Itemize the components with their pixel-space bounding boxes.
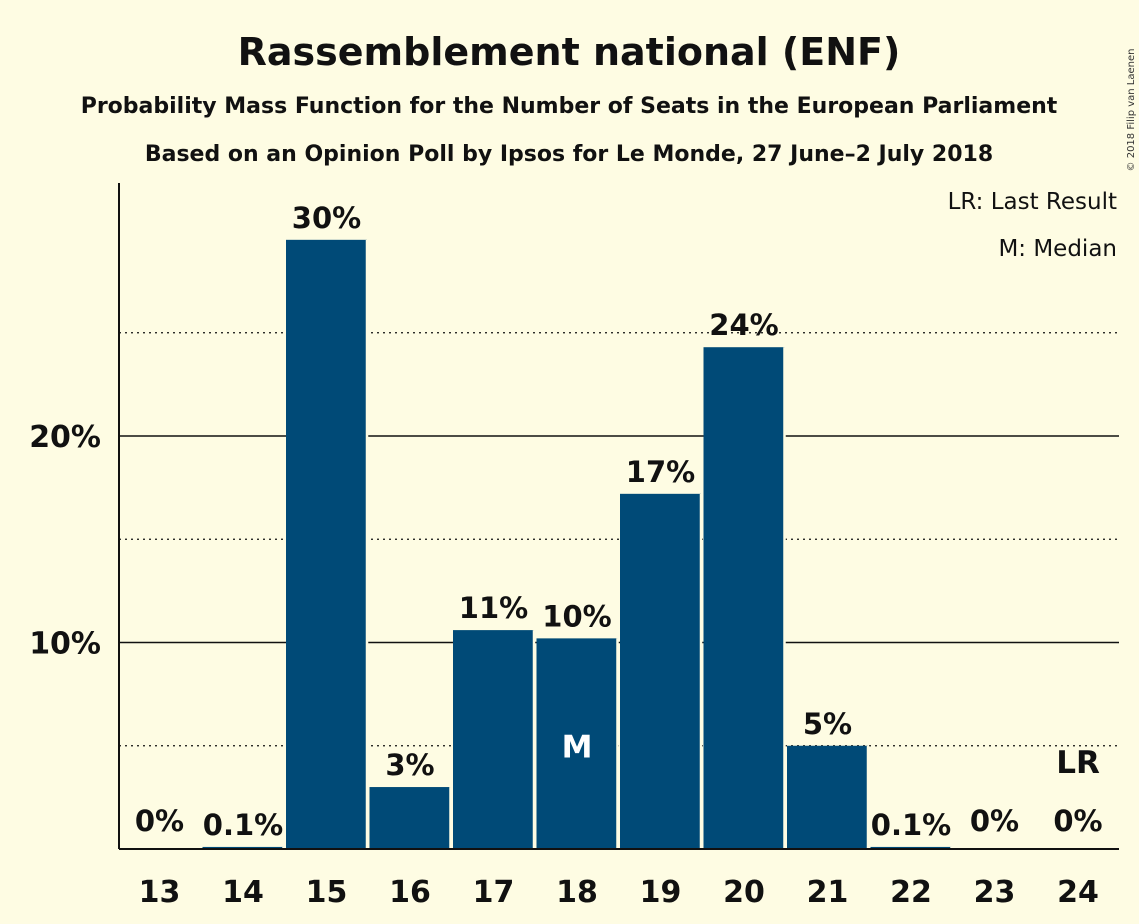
bar-21 [787, 745, 868, 849]
data-label-22: 0.1% [871, 808, 951, 842]
bar-14 [202, 846, 284, 849]
x-tick-label-18: 18 [556, 875, 598, 910]
x-tick-label-15: 15 [306, 875, 348, 910]
y-tick-label: 20% [29, 420, 101, 455]
data-label-19: 17% [626, 455, 695, 489]
x-tick-label-21: 21 [807, 875, 849, 910]
data-label-20: 24% [709, 308, 778, 342]
bars [202, 239, 953, 849]
copyright-text: © 2018 Filip van Laenen [1126, 49, 1137, 172]
x-tick-label-14: 14 [222, 875, 264, 910]
last-result-marker: LR [1056, 745, 1100, 781]
bar-17 [453, 630, 534, 849]
bar-20 [703, 347, 785, 849]
gridlines [119, 332, 1119, 747]
y-tick-labels: 10% 20% [29, 420, 101, 662]
bar-22 [870, 846, 952, 849]
chart-subtitle: Probability Mass Function for the Number… [81, 94, 1058, 119]
data-label-14: 0.1% [203, 808, 283, 842]
x-tick-labels: 13 14 15 16 17 18 19 20 21 22 23 24 [139, 875, 1099, 910]
legend-median: M: Median [998, 236, 1117, 262]
x-tick-label-23: 23 [974, 875, 1016, 910]
x-tick-label-17: 17 [473, 875, 515, 910]
x-tick-label-13: 13 [139, 875, 181, 910]
x-tick-label-22: 22 [890, 875, 932, 910]
chart-source-line: Based on an Opinion Poll by Ipsos for Le… [145, 142, 993, 167]
bar-16 [369, 787, 451, 849]
median-marker: M [562, 730, 593, 766]
bar-19 [620, 493, 701, 849]
y-tick-label: 10% [29, 627, 101, 662]
data-label-16: 3% [385, 748, 434, 782]
x-tick-label-16: 16 [389, 875, 431, 910]
data-label-24: 0% [1053, 804, 1102, 838]
data-label-23: 0% [970, 804, 1019, 838]
x-tick-label-19: 19 [640, 875, 682, 910]
x-tick-label-20: 20 [723, 875, 765, 910]
bar-18 [536, 638, 618, 849]
x-tick-label-24: 24 [1057, 875, 1099, 910]
legend-last-result: LR: Last Result [948, 189, 1117, 215]
chart-title: Rassemblement national (ENF) [238, 30, 901, 74]
data-label-17: 11% [459, 591, 528, 625]
data-label-13: 0% [135, 804, 184, 838]
bar-15 [286, 239, 367, 849]
data-labels: 0% 0.1% 30% 3% 11% 10% M 17% 24% 5% 0.1% 0% 0% LR [135, 201, 1103, 842]
data-label-21: 5% [803, 707, 852, 741]
data-label-15: 30% [292, 201, 361, 235]
data-label-18: 10% [542, 599, 611, 633]
